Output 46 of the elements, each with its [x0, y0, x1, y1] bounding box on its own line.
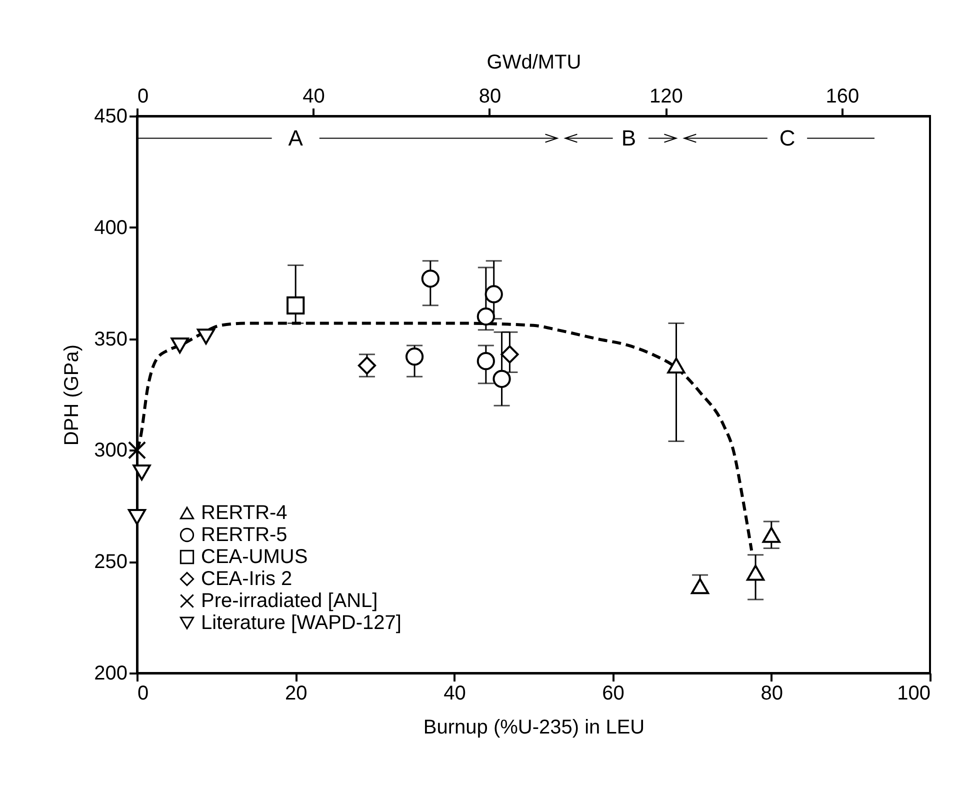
- point: [132, 464, 151, 480]
- x2-tick-label: 120: [649, 86, 683, 108]
- point: [405, 348, 424, 366]
- annotation: A: [288, 125, 304, 150]
- point: [421, 270, 440, 288]
- legend-label: Pre-irradiated [ANL]: [201, 590, 378, 612]
- x-tick-label: 40: [444, 682, 466, 704]
- legend-label: CEA-UMUS: [201, 546, 308, 568]
- point: [667, 358, 686, 374]
- point: [286, 296, 305, 314]
- y-axis-title: DPH (GPa): [61, 344, 84, 446]
- legend-label: RERTR-4: [201, 502, 288, 524]
- y-tick-label: 250: [94, 551, 128, 574]
- point: [170, 338, 189, 354]
- y-tick-label: 300: [94, 440, 128, 462]
- point: [746, 564, 765, 581]
- legend-label: Literature [WAPD-127]: [201, 612, 402, 634]
- x2-tick-label: 40: [302, 86, 325, 108]
- x-tick-label: 60: [602, 682, 624, 704]
- x2-axis-title: GWd/MTU: [486, 52, 582, 74]
- y-tick-label: 400: [94, 216, 128, 239]
- annotation: B: [621, 125, 636, 150]
- point: [690, 578, 710, 594]
- x-tick-label: 0: [138, 682, 149, 704]
- y-tick-label: 450: [94, 106, 128, 128]
- point: [476, 307, 495, 326]
- point: [128, 441, 146, 460]
- x-tick-label: 80: [760, 682, 784, 704]
- point: [762, 526, 780, 543]
- point: [196, 328, 216, 345]
- x2-tick-label: 0: [138, 86, 149, 108]
- x-tick-label: 20: [284, 682, 308, 704]
- x-tick-label: 100: [897, 682, 930, 704]
- point: [476, 352, 495, 370]
- point: [484, 285, 503, 304]
- x-axis-title: Burnup (%U-235) in LEU: [423, 716, 645, 738]
- x2-tick-label: 160: [826, 86, 860, 108]
- y-tick-label: 200: [94, 662, 128, 684]
- y-tick-label: 350: [94, 328, 128, 350]
- annotation: C: [779, 125, 796, 150]
- point: [492, 370, 511, 388]
- point: [500, 345, 519, 364]
- x2-tick-label: 80: [478, 86, 502, 108]
- legend-label: CEA-Iris 2: [201, 568, 292, 590]
- point: [128, 509, 146, 526]
- legend-label: RERTR-5: [201, 524, 288, 546]
